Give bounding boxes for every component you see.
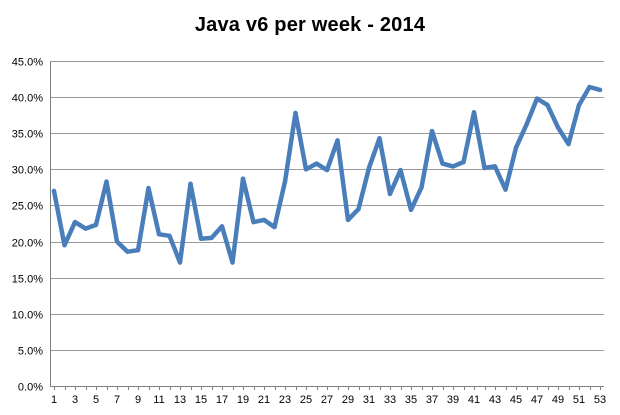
x-tick-label: 39 xyxy=(447,394,459,406)
data-point xyxy=(177,260,183,265)
data-point xyxy=(198,236,204,241)
data-point xyxy=(114,239,120,244)
data-point xyxy=(282,179,288,184)
data-point xyxy=(440,161,445,166)
x-axis-tick-labels: 1 3 5 7 9 11 13 15 17 19 21 23 25 27 29 31 33 35 37 39 41 43 4… xyxy=(51,394,606,406)
x-tick-label: 51 xyxy=(573,394,585,406)
data-point xyxy=(261,217,267,223)
data-point xyxy=(167,233,172,238)
data-point xyxy=(188,181,193,186)
data-point xyxy=(135,248,141,253)
x-tick-label: 5 xyxy=(93,394,99,406)
data-point xyxy=(303,167,309,172)
series-line-java-v6 xyxy=(51,84,603,265)
y-tick-label: 5.0% xyxy=(18,346,43,358)
data-point xyxy=(408,207,414,212)
data-point xyxy=(104,179,109,184)
x-tick-label: 21 xyxy=(258,394,270,406)
data-point xyxy=(534,96,540,101)
data-point xyxy=(240,176,246,181)
x-tick-label: 7 xyxy=(114,394,120,406)
x-tick-label: 43 xyxy=(489,394,501,406)
data-point xyxy=(345,217,351,223)
y-tick-label: 20.0% xyxy=(12,238,43,250)
x-tick-label: 3 xyxy=(72,394,78,406)
y-tick-label: 45.0% xyxy=(12,57,43,69)
x-tick-label: 45 xyxy=(510,394,522,406)
y-axis-tick-labels: 0.0% 5.0% 10.0% 15.0% 20.0% 25.0% 30.0% 35.0% 40… xyxy=(12,57,43,394)
data-point xyxy=(219,224,225,229)
x-tick-label: 49 xyxy=(552,394,564,406)
x-tick-label: 27 xyxy=(321,394,333,406)
axes xyxy=(50,61,604,390)
gridlines xyxy=(50,61,604,351)
x-tick-label: 37 xyxy=(426,394,438,406)
x-tick-label: 25 xyxy=(300,394,312,406)
data-point xyxy=(324,167,330,173)
x-tick-label: 15 xyxy=(195,394,207,406)
data-point xyxy=(72,219,78,225)
x-tick-label: 35 xyxy=(405,394,417,406)
data-point xyxy=(419,185,424,190)
data-point xyxy=(524,122,529,127)
x-tick-label: 17 xyxy=(216,394,228,406)
x-tick-label: 19 xyxy=(237,394,249,406)
chart-title: Java v6 per week - 2014 xyxy=(194,14,426,36)
y-tick-label: 30.0% xyxy=(12,165,43,177)
data-point xyxy=(566,141,571,147)
x-tick-label: 29 xyxy=(342,394,354,406)
series-layer xyxy=(51,84,603,265)
data-point xyxy=(366,165,372,171)
data-point xyxy=(492,164,498,169)
x-tick-label: 1 xyxy=(51,394,57,406)
data-point xyxy=(62,243,67,248)
data-point xyxy=(545,102,550,108)
data-point xyxy=(356,206,361,212)
y-tick-label: 10.0% xyxy=(12,310,43,322)
data-point xyxy=(93,222,99,228)
x-tick-label: 23 xyxy=(279,394,291,406)
data-point xyxy=(461,159,466,165)
data-point xyxy=(471,110,477,115)
data-point xyxy=(503,187,508,192)
y-tick-label: 25.0% xyxy=(12,201,43,213)
data-point xyxy=(209,235,214,241)
data-point xyxy=(429,128,435,134)
data-point xyxy=(587,84,592,90)
y-tick-label: 35.0% xyxy=(12,129,43,141)
data-point xyxy=(156,232,162,237)
data-point xyxy=(597,87,603,93)
y-tick-label: 0.0% xyxy=(18,382,43,394)
data-point xyxy=(576,102,582,108)
x-tick-label: 41 xyxy=(468,394,480,406)
data-point xyxy=(146,185,151,191)
data-point xyxy=(251,219,256,225)
data-point xyxy=(293,110,298,116)
data-point xyxy=(51,188,57,194)
data-point xyxy=(398,167,403,173)
data-point xyxy=(513,145,519,150)
data-point xyxy=(450,164,456,169)
y-tick-label: 40.0% xyxy=(12,93,43,105)
x-tick-label: 11 xyxy=(153,394,164,406)
y-tick-label: 15.0% xyxy=(12,274,43,286)
data-point xyxy=(272,224,277,230)
data-point xyxy=(377,136,382,141)
data-point xyxy=(125,249,130,254)
data-point xyxy=(335,138,340,143)
data-point xyxy=(83,226,88,231)
x-tick-label: 47 xyxy=(531,394,543,406)
x-tick-label: 31 xyxy=(363,394,375,406)
x-tick-label: 53 xyxy=(594,394,606,406)
x-tick-label: 9 xyxy=(135,394,141,406)
x-tick-label: 13 xyxy=(174,394,186,406)
data-point xyxy=(314,161,319,166)
data-point xyxy=(482,165,487,171)
x-tick-label: 33 xyxy=(384,394,396,406)
data-point xyxy=(555,125,561,130)
data-point xyxy=(230,260,235,265)
data-point xyxy=(387,191,393,197)
